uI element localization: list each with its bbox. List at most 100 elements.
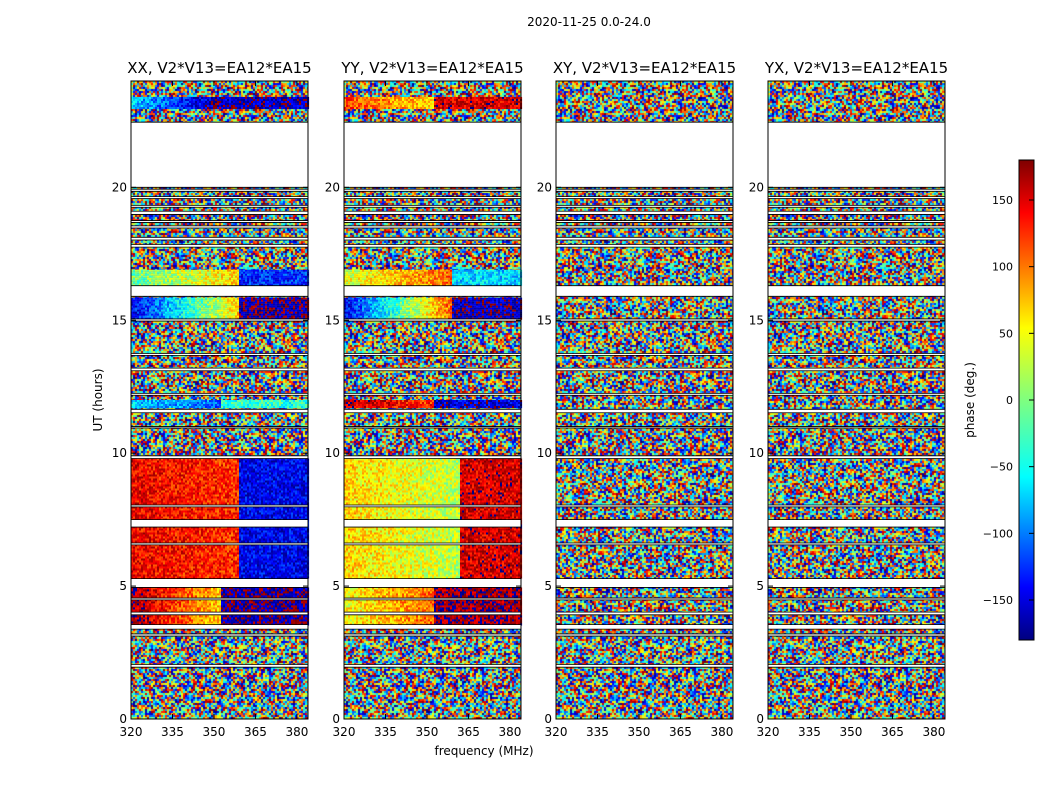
band-cell [259, 462, 262, 465]
band-cell [297, 301, 300, 304]
band-cell [275, 313, 278, 316]
band-cell [205, 301, 208, 304]
band-cell [299, 484, 302, 487]
band-cell [187, 297, 190, 300]
band-cell [213, 299, 216, 302]
band-cell [139, 472, 142, 475]
band-cell [203, 508, 206, 511]
band-cell [217, 486, 220, 489]
band-cell [263, 100, 266, 104]
band-cell [271, 490, 274, 493]
structured-band [131, 458, 310, 579]
band-cell [169, 281, 172, 284]
band-cell [247, 307, 250, 310]
band-cell [191, 486, 194, 489]
band-cell [251, 305, 254, 308]
band-cell [131, 466, 134, 469]
band-cell [173, 106, 176, 110]
band-cell [139, 474, 142, 477]
band-cell [305, 313, 308, 316]
band-cell [269, 482, 272, 485]
band-cell [155, 311, 158, 314]
band-cell [219, 303, 222, 306]
band-cell [135, 309, 138, 312]
band-cell [177, 488, 180, 491]
band-cell [233, 96, 236, 100]
band-cell [231, 269, 234, 272]
band-cell [201, 301, 204, 304]
band-cell [201, 315, 204, 318]
band-cell [135, 488, 138, 491]
band-cell [259, 458, 262, 461]
band-cell [167, 460, 170, 463]
band-cell [137, 502, 140, 505]
band-cell [285, 502, 288, 505]
band-cell [287, 464, 290, 467]
band-cell [265, 496, 268, 499]
band-cell [189, 494, 192, 497]
band-cell [285, 104, 288, 108]
band-cell [289, 275, 292, 278]
band-cell [179, 279, 182, 282]
band-cell [247, 474, 250, 477]
band-cell [137, 482, 140, 485]
band-cell [173, 275, 176, 278]
band-cell [215, 402, 218, 405]
band-cell [227, 271, 230, 274]
band-cell [177, 104, 180, 108]
band-cell [257, 281, 260, 284]
band-cell [213, 466, 216, 469]
band-cell [187, 486, 190, 489]
band-cell [239, 496, 242, 499]
band-cell [223, 299, 226, 302]
band-cell [271, 494, 274, 497]
band-cell [153, 508, 156, 511]
band-cell [235, 283, 238, 286]
band-cell [275, 508, 278, 511]
band-cell [259, 96, 262, 100]
band-cell [287, 299, 290, 302]
band-cell [209, 466, 212, 469]
band-cell [205, 273, 208, 276]
band-cell [167, 482, 170, 485]
band-cell [207, 482, 210, 485]
band-cell [153, 299, 156, 302]
band-cell [209, 482, 212, 485]
band-cell [271, 315, 274, 318]
band-cell [247, 488, 250, 491]
band-cell [299, 301, 302, 304]
band-cell [209, 476, 212, 479]
band-cell [241, 498, 244, 501]
band-cell [217, 480, 220, 483]
band-cell [179, 506, 182, 509]
band-cell [289, 506, 292, 509]
band-cell [161, 500, 164, 503]
band-cell [259, 496, 262, 499]
band-cell [219, 486, 222, 489]
band-cell [145, 406, 148, 409]
band-cell [177, 404, 180, 407]
band-cell [195, 281, 198, 284]
band-cell [267, 301, 270, 304]
band-cell [225, 283, 228, 286]
band-cell [251, 104, 254, 108]
band-cell [303, 482, 306, 485]
band-cell [211, 281, 214, 284]
band-cell [151, 466, 154, 469]
band-cell [199, 490, 202, 493]
band-cell [257, 486, 260, 489]
band-cell [239, 275, 242, 278]
band-cell [193, 466, 196, 469]
band-cell [187, 106, 190, 110]
band-cell [267, 315, 270, 318]
band-cell [211, 299, 214, 302]
band-cell [167, 311, 170, 314]
band-cell [149, 313, 152, 316]
band-cell [193, 273, 196, 276]
band-cell [219, 96, 222, 100]
band-cell [149, 106, 152, 110]
band-cell [131, 492, 134, 495]
band-cell [151, 470, 154, 473]
band-cell [299, 106, 302, 110]
band-cell [239, 470, 242, 473]
